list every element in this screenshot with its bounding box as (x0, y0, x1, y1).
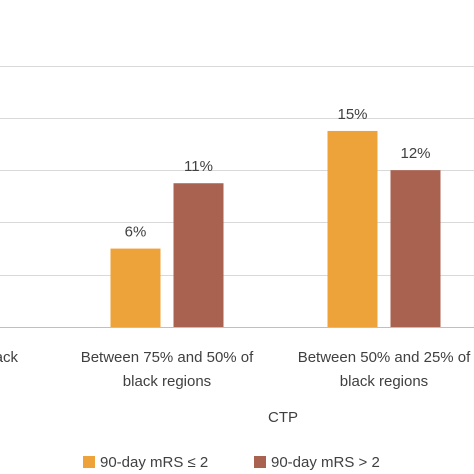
legend-label: 90-day mRS ≤ 2 (100, 454, 208, 471)
bars (110, 130, 441, 327)
legend-label: 90-day mRS > 2 (271, 454, 380, 471)
category-tick-labels: black Between 75% and 50% of black regions… (0, 349, 471, 390)
bar-mrs-le-2 (327, 130, 378, 327)
data-label: 12% (400, 145, 430, 162)
data-label: 15% (337, 106, 367, 123)
category-label: black (0, 349, 18, 366)
bar-mrs-le-2 (110, 248, 161, 327)
bar-mrs-gt-2 (173, 183, 224, 327)
legend-swatch (254, 456, 266, 468)
category-label-line2: black regions (340, 373, 428, 390)
category-label-line2: black regions (123, 373, 211, 390)
category-label: Between 75% and 50% of (81, 349, 254, 366)
data-label: 11% (184, 158, 213, 175)
category-label: Between 50% and 25% of (298, 349, 471, 366)
legend-swatch (83, 456, 95, 468)
legend: 90-day mRS ≤ 2 90-day mRS > 2 (83, 454, 380, 471)
data-labels: 6% 11% 15% 12% (125, 106, 431, 241)
data-label: 6% (125, 224, 147, 241)
bar-mrs-gt-2 (390, 170, 441, 327)
gridlines (0, 66, 474, 328)
x-axis-title: CTP (268, 409, 298, 426)
